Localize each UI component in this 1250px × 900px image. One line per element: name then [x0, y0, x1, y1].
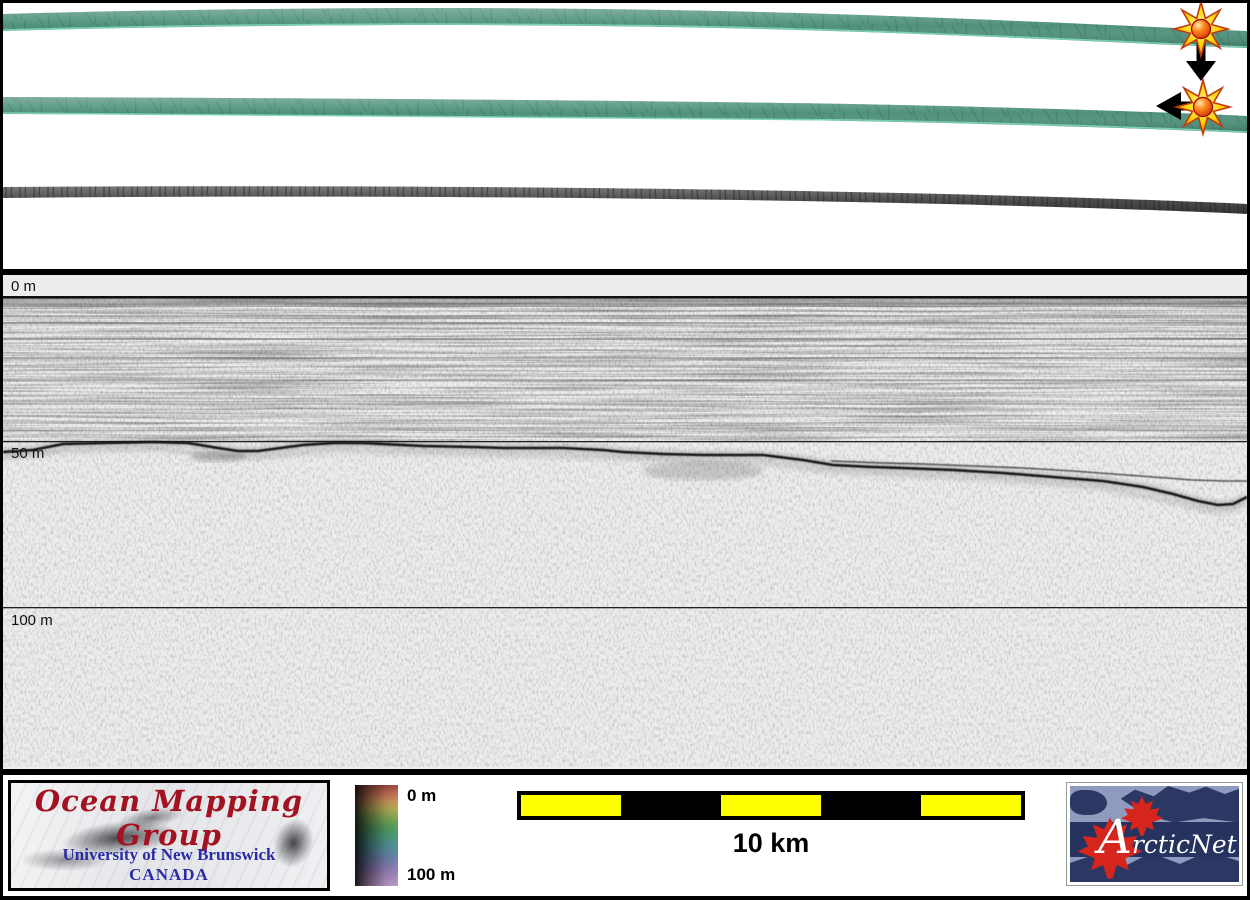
omg-subtitle: University of New Brunswick [62, 845, 276, 864]
arcticnet-logo-art: ArcticNet [1070, 786, 1239, 882]
depth-label-0m: 0 m [11, 278, 37, 295]
footer-bar: Ocean Mapping Group University of New Br… [3, 775, 1247, 896]
gridline-50m [3, 441, 1247, 443]
maple-leaf-icon [1077, 796, 1163, 879]
depth-colorbar [355, 785, 398, 886]
echogram-noise-overlay [3, 297, 1247, 767]
multibeam-swath-2 [3, 97, 1247, 133]
echogram-graphic [3, 296, 1247, 767]
omg-country: CANADA [129, 865, 209, 884]
starburst-icon [1173, 3, 1229, 57]
scalebar-segment [921, 795, 1021, 816]
colorbar-label-top: 0 m [407, 786, 437, 805]
scalebar-segment [621, 795, 721, 816]
scalebar-segment [521, 795, 621, 816]
omg-logo-artwork [11, 845, 125, 875]
starburst-icon [1175, 79, 1231, 135]
arcticnet-logo: ArcticNet [1066, 782, 1243, 886]
seafloor-trace [3, 438, 1247, 516]
track-coverage-panel [3, 3, 1247, 269]
omg-logo: Ocean Mapping Group University of New Br… [8, 780, 330, 891]
arcticnet-wordmark: ArcticNet [1098, 810, 1237, 865]
depth-label-100m: 100 m [11, 612, 53, 629]
position-marker-1 [1173, 3, 1229, 81]
scalebar-segment [721, 795, 821, 816]
arctic-map-shape [1070, 789, 1108, 815]
swath-tracks-graphic [3, 3, 1247, 214]
subbottom-echogram-panel: 0 m 50 m 100 m [3, 275, 1247, 769]
scalebar [517, 791, 1025, 820]
position-marker-2 [1156, 79, 1231, 135]
gridline-0m [3, 296, 1247, 299]
scalebar-label: 10 km [732, 828, 810, 858]
gridline-100m [3, 607, 1247, 609]
multibeam-swath-1 [3, 8, 1247, 48]
colorbar-label-bottom: 100 m [407, 865, 456, 884]
sidescan-swath [3, 186, 1247, 214]
scalebar-segment [821, 795, 921, 816]
depth-label-50m: 50 m [11, 445, 45, 462]
omg-title: Ocean Mapping Group [34, 784, 304, 852]
